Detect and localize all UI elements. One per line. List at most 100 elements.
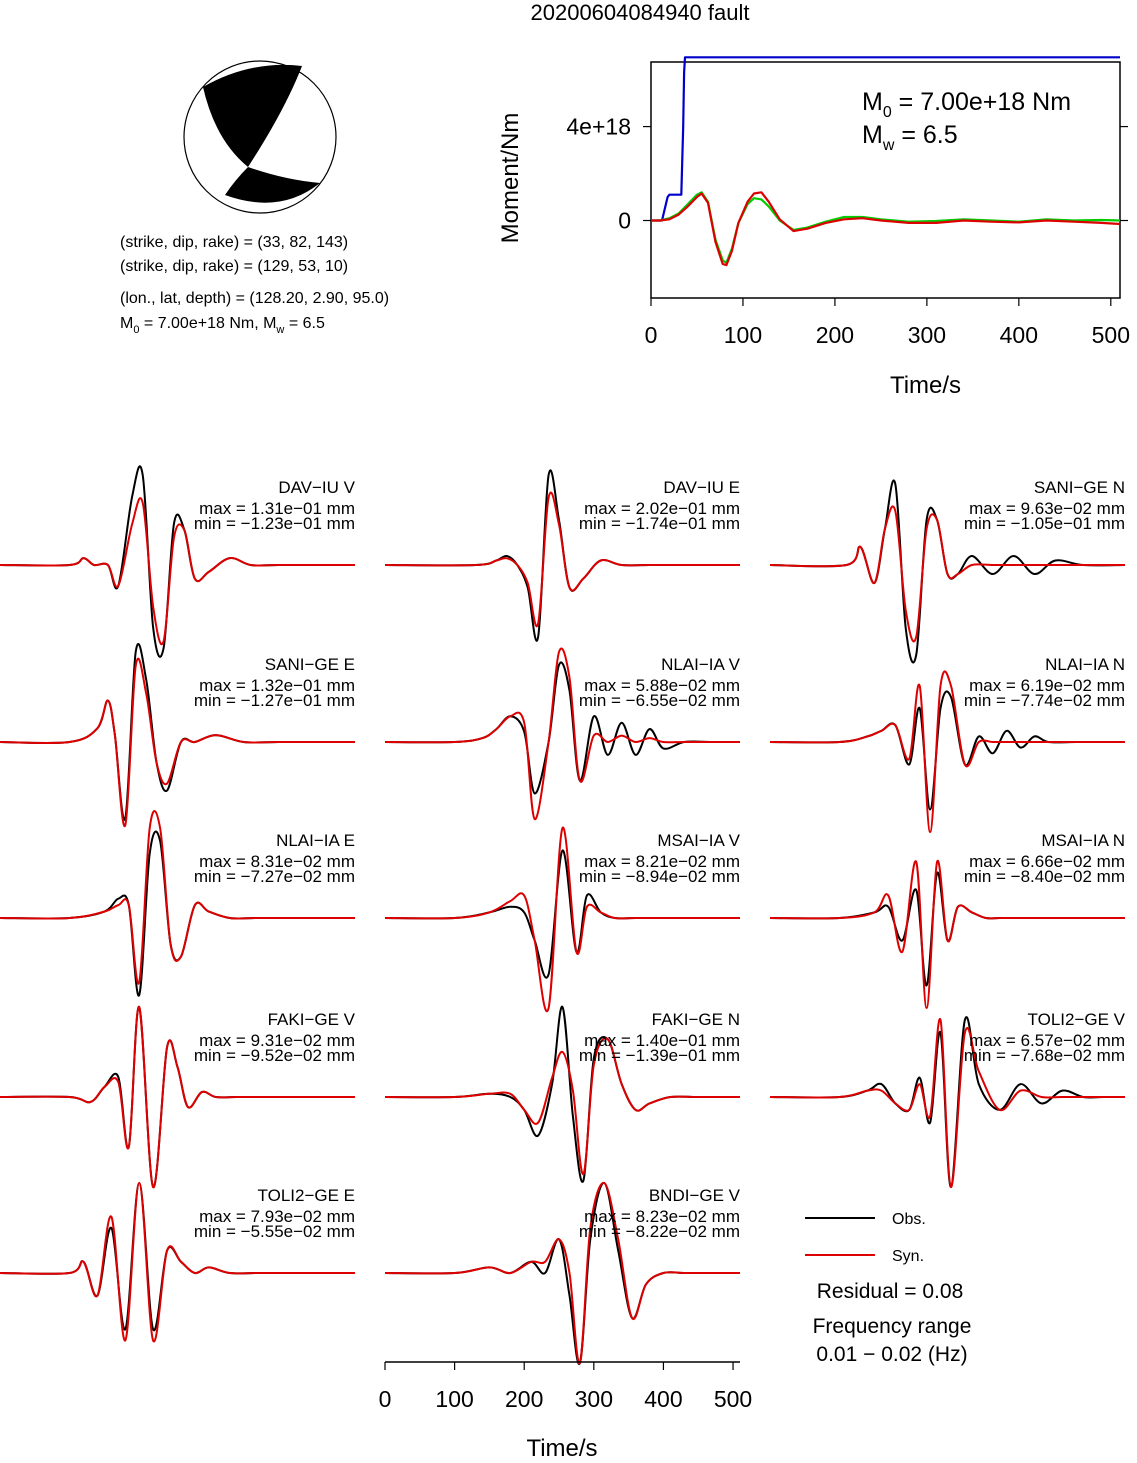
- wave-xlabel: Time/s: [526, 1435, 597, 1458]
- frequency-range-label: Frequency range: [813, 1315, 972, 1338]
- station-label: NLAI−IA N: [1045, 655, 1125, 674]
- station-label: DAV−IU E: [663, 478, 740, 497]
- station-label: FAKI−GE V: [268, 1010, 356, 1029]
- synthetic-trace: [0, 1181, 355, 1343]
- moment-series-1: [651, 191, 1121, 264]
- mechanism-moment: M0 = 7.00e+18 Nm, Mw = 6.5: [120, 315, 325, 336]
- wave-xtick-label: 200: [505, 1386, 543, 1412]
- max-amplitude: max = 5.88e−02 mm: [584, 676, 740, 695]
- moment-rate-chart: 0 100 200 300 400 500 0 4e+18 Time/s Moment/Nm M0 …: [497, 56, 1130, 399]
- beachball-compressional-quadrant-lower: [225, 167, 320, 203]
- max-amplitude: max = 7.93e−02 mm: [199, 1207, 355, 1226]
- min-amplitude: min = −6.55e−02 mm: [579, 691, 740, 710]
- mechanism-plane1: (strike, dip, rake) = (33, 82, 143): [120, 234, 348, 251]
- station-label: TOLI2−GE V: [1028, 1010, 1126, 1029]
- min-amplitude: min = −1.27e−01 mm: [194, 691, 355, 710]
- station-label: TOLI2−GE E: [258, 1186, 355, 1205]
- frequency-range-value: 0.01 − 0.02 (Hz): [816, 1343, 967, 1366]
- synthetic-trace: [769, 1018, 1125, 1189]
- moment-xlabel: Time/s: [890, 372, 961, 399]
- moment-ylabel: Moment/Nm: [497, 113, 524, 244]
- max-amplitude: max = 6.66e−02 mm: [969, 852, 1125, 871]
- legend-syn-label: Syn.: [892, 1248, 924, 1265]
- residual-value: Residual = 0.08: [817, 1280, 964, 1303]
- synthetic-trace: [769, 505, 1125, 643]
- moment-plot-frame: [650, 61, 1121, 299]
- max-amplitude: max = 8.21e−02 mm: [584, 852, 740, 871]
- moment-series-0: [651, 56, 1120, 222]
- moment-annotation-m0: M0 = 7.00e+18 Nm: [862, 88, 1071, 121]
- min-amplitude: min = −8.40e−02 mm: [964, 867, 1125, 886]
- min-amplitude: min = −1.39e−01 mm: [579, 1046, 740, 1065]
- max-amplitude: max = 8.23e−02 mm: [584, 1207, 740, 1226]
- min-amplitude: min = −7.74e−02 mm: [964, 691, 1125, 710]
- station-label: BNDI−GE V: [649, 1186, 741, 1205]
- synthetic-trace: [0, 810, 355, 985]
- wave-xtick-label: 100: [435, 1386, 473, 1412]
- station-label: MSAI−IA N: [1041, 831, 1125, 850]
- waveform-time-axis: 0 100 200 300 400 500 Time/s: [379, 1361, 752, 1462]
- moment-xtick-label: 300: [908, 322, 946, 348]
- min-amplitude: min = −1.74e−01 mm: [579, 514, 740, 533]
- station-label: SANI−GE N: [1034, 478, 1125, 497]
- station-label: MSAI−IA V: [657, 831, 740, 850]
- min-amplitude: min = −5.55e−02 mm: [194, 1222, 355, 1241]
- wave-xtick-label: 0: [379, 1386, 392, 1412]
- min-amplitude: min = −1.23e−01 mm: [194, 514, 355, 533]
- station-label: NLAI−IA E: [276, 831, 355, 850]
- synthetic-trace: [0, 497, 355, 645]
- mechanism-location: (lon., lat, depth) = (128.20, 2.90, 95.0…: [120, 290, 389, 307]
- wave-xtick-label: 500: [714, 1386, 752, 1412]
- synthetic-trace: [769, 670, 1125, 834]
- moment-xtick-label: 100: [724, 322, 762, 348]
- synthetic-trace: [384, 1037, 740, 1176]
- max-amplitude: max = 1.31e−01 mm: [199, 499, 355, 518]
- max-amplitude: max = 2.02e−01 mm: [584, 499, 740, 518]
- min-amplitude: min = −8.22e−02 mm: [579, 1222, 740, 1241]
- max-amplitude: max = 6.19e−02 mm: [969, 676, 1125, 695]
- waveform-legend: Obs. Syn.: [805, 1211, 926, 1265]
- synthetic-trace: [0, 1005, 355, 1189]
- moment-xtick-label: 500: [1092, 322, 1130, 348]
- beachball-compressional-quadrant-upper: [203, 64, 302, 167]
- moment-series-2: [651, 191, 1121, 267]
- wave-xtick-label: 400: [644, 1386, 682, 1412]
- station-label: FAKI−GE N: [652, 1010, 740, 1029]
- max-amplitude: max = 1.40e−01 mm: [584, 1031, 740, 1050]
- moment-xtick-label: 200: [816, 322, 854, 348]
- moment-xtick-label: 0: [645, 322, 658, 348]
- max-amplitude: max = 9.31e−02 mm: [199, 1031, 355, 1050]
- synthetic-trace: [0, 657, 355, 828]
- observed-trace: [769, 871, 1125, 987]
- max-amplitude: max = 1.32e−01 mm: [199, 676, 355, 695]
- moment-annotation-mw: Mw = 6.5: [862, 121, 958, 154]
- station-label: NLAI−IA V: [661, 655, 741, 674]
- min-amplitude: min = −7.68e−02 mm: [964, 1046, 1125, 1065]
- station-label: SANI−GE E: [265, 655, 355, 674]
- mechanism-plane2: (strike, dip, rake) = (129, 53, 10): [120, 258, 348, 275]
- synthetic-trace: [384, 491, 740, 628]
- synthetic-trace: [384, 826, 740, 1013]
- max-amplitude: max = 6.57e−02 mm: [969, 1031, 1125, 1050]
- focal-mechanism-beachball: [183, 60, 337, 214]
- moment-ytick-label: 4e+18: [566, 114, 631, 140]
- min-amplitude: min = −7.27e−02 mm: [194, 867, 355, 886]
- min-amplitude: min = −1.05e−01 mm: [964, 514, 1125, 533]
- min-amplitude: min = −9.52e−02 mm: [194, 1046, 355, 1065]
